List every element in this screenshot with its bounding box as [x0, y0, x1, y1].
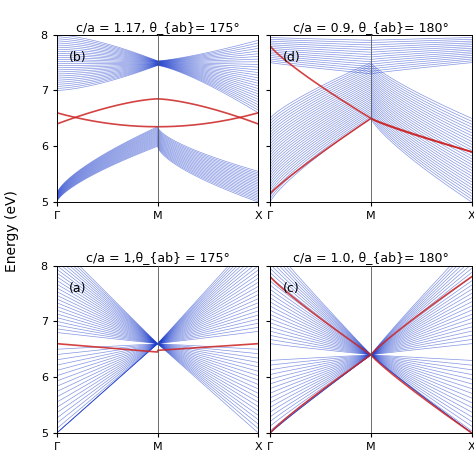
Text: (a): (a) [69, 282, 86, 295]
Text: (b): (b) [69, 51, 87, 64]
Text: (c): (c) [283, 282, 299, 295]
Text: (d): (d) [283, 51, 300, 64]
Title: c/a = 1,θ_{ab} = 175°: c/a = 1,θ_{ab} = 175° [86, 251, 229, 264]
Text: Energy (eV): Energy (eV) [5, 191, 19, 272]
Title: c/a = 1.17, θ_{ab}= 175°: c/a = 1.17, θ_{ab}= 175° [76, 20, 239, 33]
Title: c/a = 0.9, θ_{ab}= 180°: c/a = 0.9, θ_{ab}= 180° [293, 20, 449, 33]
Title: c/a = 1.0, θ_{ab}= 180°: c/a = 1.0, θ_{ab}= 180° [293, 251, 449, 264]
